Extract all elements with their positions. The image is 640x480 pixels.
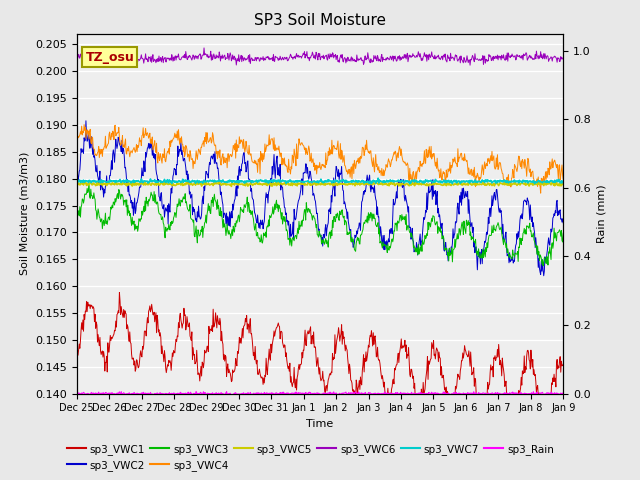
Title: SP3 Soil Moisture: SP3 Soil Moisture <box>254 13 386 28</box>
X-axis label: Time: Time <box>307 419 333 429</box>
Y-axis label: Soil Moisture (m3/m3): Soil Moisture (m3/m3) <box>20 152 30 276</box>
Y-axis label: Rain (mm): Rain (mm) <box>596 184 606 243</box>
Text: TZ_osu: TZ_osu <box>86 50 134 63</box>
Legend: sp3_VWC1, sp3_VWC2, sp3_VWC3, sp3_VWC4, sp3_VWC5, sp3_VWC6, sp3_VWC7, sp3_Rain: sp3_VWC1, sp3_VWC2, sp3_VWC3, sp3_VWC4, … <box>63 439 559 475</box>
